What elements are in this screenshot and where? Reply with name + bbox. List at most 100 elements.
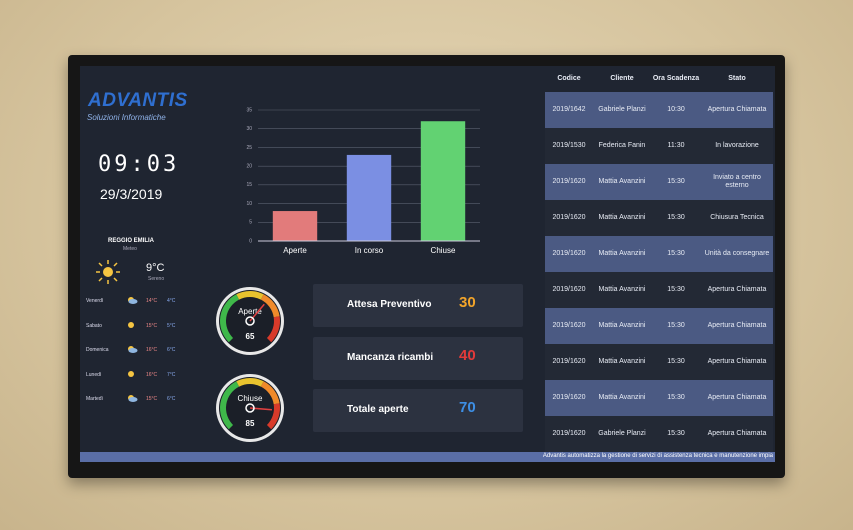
forecast-max: 14°C xyxy=(146,298,158,304)
gauge-value: 65 xyxy=(246,332,255,341)
table-row xyxy=(545,380,773,416)
x-tick-label: Chiuse xyxy=(431,246,456,255)
cloud xyxy=(128,348,138,353)
sun-icon xyxy=(96,260,120,284)
table-row xyxy=(545,416,773,452)
tagline: Soluzioni Informatiche xyxy=(87,113,166,122)
table-cell: Mattia Avanzini xyxy=(598,285,646,293)
table-cell: 2019/1642 xyxy=(552,105,586,113)
table: Codice Cliente Ora Scadenza Stato 2019/1642 G… xyxy=(545,66,773,452)
table-row xyxy=(545,344,773,380)
gauge-band xyxy=(236,291,264,300)
table-row xyxy=(545,308,773,344)
y-tick-label: 0 xyxy=(249,238,252,244)
ticker-bar: Advantis automatizza la gestione di serv… xyxy=(80,452,775,462)
gauge-hub xyxy=(245,316,255,326)
table-cell: 15:30 xyxy=(667,429,685,437)
y-tick-label: 30 xyxy=(246,126,252,132)
sun xyxy=(128,370,134,377)
y-tick-label: 20 xyxy=(246,163,252,169)
table-cell: Gabriele Planzi xyxy=(598,105,646,113)
bar xyxy=(346,154,392,241)
forecast-min: 7°C xyxy=(167,371,176,378)
kpi-card: Attesa Preventivo 30 xyxy=(313,284,523,327)
table-cell: Gabriele Planzi xyxy=(598,429,646,437)
table-row xyxy=(545,272,773,308)
ticker: Advantis automatizza la gestione di serv… xyxy=(542,453,773,459)
forecast-max: 16°C xyxy=(146,371,158,378)
weather-source: Meteo xyxy=(123,246,137,252)
table-cell: 15:30 xyxy=(667,177,685,185)
forecast-icon xyxy=(128,370,134,377)
gauge-name: Chiuse xyxy=(238,394,263,403)
kpi-label: Totale aperte xyxy=(347,404,409,415)
table-cell: Mattia Avanzini xyxy=(598,213,646,221)
table-cell: 15:30 xyxy=(667,213,685,221)
table-cell: Apertura Chiamata xyxy=(707,285,767,293)
table-cell: 10:30 xyxy=(667,105,685,113)
table-cell: 2019/1620 xyxy=(552,393,586,401)
table-cell: Apertura Chiamata xyxy=(707,393,767,401)
gauge-hub xyxy=(245,403,255,413)
table-cell: Mattia Avanzini xyxy=(598,357,646,365)
forecast-min: 4°C xyxy=(167,298,176,304)
y-tick-label: 10 xyxy=(246,201,252,207)
table-header: Cliente xyxy=(610,74,634,82)
forecast-icon xyxy=(128,395,138,402)
table-cell: 2019/1620 xyxy=(552,249,586,257)
kpi-label: Attesa Preventivo xyxy=(347,299,432,310)
x-tick-label: In corso xyxy=(355,246,384,255)
gauge-band xyxy=(266,403,280,430)
forecast-day: Sabato xyxy=(86,322,102,329)
table-cell: 15:30 xyxy=(667,285,685,293)
gauge-band xyxy=(266,316,280,343)
bar xyxy=(420,121,466,241)
weather-condition: Sereno xyxy=(148,276,165,282)
forecast-max: 15°C xyxy=(146,396,158,402)
y-tick-label: 25 xyxy=(246,145,252,151)
forecast-icon xyxy=(128,297,138,304)
table-cell: Apertura Chiamata xyxy=(707,357,767,365)
cloud xyxy=(128,299,138,304)
forecast-day: Domenica xyxy=(86,347,109,353)
table-row xyxy=(545,200,773,236)
kpi-card: Mancanza ricambi 40 xyxy=(313,336,523,380)
table-cell: 2019/1620 xyxy=(552,429,586,437)
table-cell: Mattia Avanzini xyxy=(598,393,646,401)
bar xyxy=(272,211,318,241)
weather-city: REGGIO EMILIA xyxy=(108,238,155,244)
table-header: Codice xyxy=(557,74,581,82)
gauge-band xyxy=(236,378,264,387)
bar-chart: 0 5 10 15 20 25 30 35 Aperte In corso Chiuse xyxy=(246,107,480,255)
table-header: Ora Scadenza xyxy=(652,74,700,82)
gauge-band xyxy=(220,294,240,343)
gauge-band xyxy=(220,381,240,430)
x-tick-label: Aperte xyxy=(283,246,307,255)
gauge-name: Aperte xyxy=(238,307,262,316)
table-cell: 15:30 xyxy=(667,321,685,329)
forecast-max: 15°C xyxy=(146,322,158,329)
table-cell: 15:30 xyxy=(667,357,685,365)
screen: ADVANTIS Soluzioni Informatiche 09:03 29… xyxy=(80,66,775,462)
table-cell: 11:30 xyxy=(667,141,685,149)
table-cell: Unità da consegnare xyxy=(704,249,770,257)
kpi-value: 40 xyxy=(459,346,476,364)
clock-date: 29/3/2019 xyxy=(100,186,163,202)
forecast-day: Lunedì xyxy=(86,371,102,378)
gauge-band xyxy=(260,381,280,405)
kpi-value: 70 xyxy=(459,399,476,416)
logo: ADVANTIS xyxy=(88,90,188,111)
table-header: Stato xyxy=(728,74,746,82)
kpi-card: Totale aperte 70 xyxy=(313,389,523,432)
table-cell: Mattia Avanzini xyxy=(598,321,646,329)
weather-temp: 9°C xyxy=(146,262,165,274)
forecast-day: Martedì xyxy=(86,396,103,402)
table-cell: 15:30 xyxy=(667,393,685,401)
table-row xyxy=(545,236,773,272)
table-cell: Apertura Chiamata xyxy=(707,321,767,329)
table-cell: 2019/1620 xyxy=(552,177,586,185)
forecast-max: 16°C xyxy=(146,347,158,353)
table-cell: 15:30 xyxy=(667,249,685,257)
y-tick-label: 5 xyxy=(249,220,252,226)
